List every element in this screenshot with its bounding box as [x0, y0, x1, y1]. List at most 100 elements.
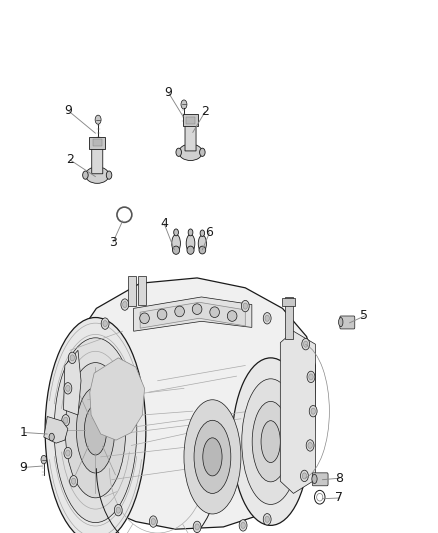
Ellipse shape	[339, 318, 343, 327]
FancyBboxPatch shape	[138, 276, 146, 304]
Ellipse shape	[83, 171, 88, 179]
Ellipse shape	[70, 475, 78, 487]
Ellipse shape	[54, 338, 137, 523]
Text: 1: 1	[20, 426, 28, 439]
Polygon shape	[44, 416, 68, 443]
Ellipse shape	[241, 301, 249, 312]
Text: 3: 3	[109, 236, 117, 248]
Ellipse shape	[193, 521, 201, 532]
Ellipse shape	[227, 311, 237, 321]
Ellipse shape	[187, 246, 194, 254]
Ellipse shape	[265, 516, 269, 522]
Ellipse shape	[173, 246, 180, 254]
Ellipse shape	[252, 401, 289, 482]
Ellipse shape	[239, 520, 247, 531]
Ellipse shape	[64, 447, 72, 459]
Polygon shape	[64, 350, 81, 415]
Ellipse shape	[241, 522, 245, 528]
Text: 4: 4	[160, 217, 168, 230]
Ellipse shape	[64, 417, 68, 423]
Polygon shape	[183, 114, 198, 126]
Text: 8: 8	[336, 472, 343, 484]
Ellipse shape	[157, 309, 167, 320]
FancyBboxPatch shape	[340, 316, 355, 329]
Polygon shape	[90, 358, 145, 440]
Polygon shape	[89, 137, 105, 149]
Ellipse shape	[194, 421, 231, 494]
Ellipse shape	[300, 470, 308, 482]
Ellipse shape	[149, 516, 157, 527]
Ellipse shape	[95, 115, 101, 124]
Ellipse shape	[263, 514, 271, 525]
Ellipse shape	[200, 230, 205, 237]
Ellipse shape	[68, 352, 76, 364]
Ellipse shape	[200, 148, 205, 156]
Polygon shape	[280, 331, 315, 494]
Ellipse shape	[309, 406, 317, 417]
Ellipse shape	[242, 379, 300, 504]
Ellipse shape	[116, 507, 120, 513]
Ellipse shape	[192, 304, 202, 314]
Ellipse shape	[184, 400, 241, 514]
Ellipse shape	[195, 524, 199, 530]
Ellipse shape	[261, 421, 280, 463]
Ellipse shape	[66, 385, 70, 391]
Polygon shape	[185, 124, 196, 151]
Ellipse shape	[85, 167, 109, 183]
Text: 6: 6	[205, 227, 213, 239]
Ellipse shape	[121, 299, 129, 310]
Ellipse shape	[312, 474, 317, 483]
Ellipse shape	[175, 306, 184, 317]
Ellipse shape	[106, 171, 112, 179]
Ellipse shape	[114, 504, 122, 516]
FancyBboxPatch shape	[128, 276, 136, 306]
FancyBboxPatch shape	[186, 117, 195, 124]
FancyBboxPatch shape	[312, 473, 328, 486]
Ellipse shape	[307, 371, 315, 383]
Text: 9: 9	[19, 461, 27, 474]
Ellipse shape	[151, 519, 155, 524]
Text: 9: 9	[64, 104, 72, 117]
Ellipse shape	[210, 307, 219, 318]
Ellipse shape	[179, 144, 202, 160]
Ellipse shape	[198, 235, 206, 252]
Ellipse shape	[199, 246, 206, 254]
Ellipse shape	[66, 450, 70, 456]
Ellipse shape	[304, 341, 308, 347]
Ellipse shape	[203, 438, 222, 476]
Ellipse shape	[172, 235, 180, 252]
Ellipse shape	[263, 312, 271, 324]
Ellipse shape	[45, 318, 146, 533]
FancyBboxPatch shape	[285, 297, 293, 339]
Ellipse shape	[71, 478, 76, 484]
Ellipse shape	[62, 415, 70, 426]
Ellipse shape	[306, 440, 314, 451]
Text: 9: 9	[165, 86, 173, 99]
Ellipse shape	[309, 374, 313, 380]
Ellipse shape	[174, 229, 178, 236]
Ellipse shape	[65, 362, 126, 498]
Ellipse shape	[176, 148, 181, 156]
Ellipse shape	[49, 433, 54, 441]
Polygon shape	[134, 297, 252, 331]
Ellipse shape	[64, 383, 72, 394]
Ellipse shape	[308, 442, 312, 448]
Ellipse shape	[302, 473, 307, 479]
Ellipse shape	[188, 229, 193, 236]
Polygon shape	[64, 278, 315, 529]
Ellipse shape	[140, 313, 149, 324]
Ellipse shape	[123, 302, 127, 308]
Polygon shape	[92, 147, 103, 174]
Ellipse shape	[186, 235, 195, 252]
Ellipse shape	[311, 408, 315, 414]
Ellipse shape	[232, 358, 309, 526]
Polygon shape	[140, 302, 245, 328]
Ellipse shape	[76, 387, 115, 473]
Ellipse shape	[103, 320, 107, 327]
Ellipse shape	[302, 338, 310, 350]
Ellipse shape	[181, 100, 187, 109]
Ellipse shape	[265, 315, 269, 321]
Ellipse shape	[85, 406, 106, 455]
Ellipse shape	[41, 455, 46, 464]
FancyBboxPatch shape	[92, 140, 102, 147]
